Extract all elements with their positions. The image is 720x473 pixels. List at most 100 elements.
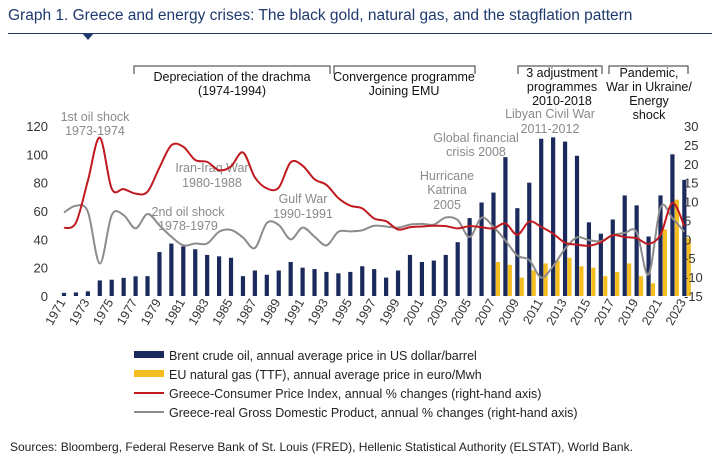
brent-bar	[181, 246, 186, 296]
period-label: 2010-2018	[532, 94, 592, 108]
event-annotation: Global financial	[433, 131, 518, 145]
line-series	[63, 136, 686, 279]
gas-bar	[531, 270, 536, 296]
brent-bar	[205, 254, 210, 296]
event-annotation: Libyan Civil War	[505, 107, 595, 121]
brent-bar	[515, 208, 520, 296]
right-axis-tick-label: 0	[684, 232, 691, 247]
left-axis-tick-label: 60	[34, 204, 48, 219]
event-annotation: 1978-1979	[158, 219, 218, 233]
event-annotation: crisis 2008	[446, 145, 506, 159]
page-title: Graph 1. Greece and energy crises: The b…	[8, 7, 633, 24]
gas-bar	[686, 237, 691, 296]
gas-bar	[507, 264, 512, 296]
x-axis-tick-label: 1993	[305, 296, 331, 327]
gas-bar	[674, 199, 679, 296]
period-bracket	[333, 65, 476, 74]
period-label: Energy	[629, 94, 669, 108]
brent-bar	[443, 254, 448, 296]
right-axis-tick-label: 10	[684, 195, 698, 210]
period-label: Joining EMU	[369, 84, 440, 98]
period-label: War in Ukraine/	[606, 80, 692, 94]
x-axis-tick-label: 2021	[639, 296, 665, 327]
gas-bar	[555, 260, 560, 296]
brent-bar	[634, 205, 639, 296]
period-brackets: Depreciation of the drachma(1974-1994) Co…	[133, 65, 692, 122]
brent-bar	[312, 269, 317, 296]
period-label: programmes	[527, 80, 597, 94]
x-axis-tick-label: 1977	[114, 296, 140, 327]
x-axis-tick-label: 1973	[66, 296, 92, 327]
cpi-line	[63, 136, 686, 247]
gas-bar	[615, 271, 620, 296]
period-label: (1974-1994)	[198, 84, 266, 98]
event-annotation: 1980-1988	[182, 176, 242, 190]
x-axis-tick-label: 1987	[233, 296, 259, 327]
event-annotation: 1973-1974	[65, 124, 125, 138]
gas-bar	[603, 276, 608, 296]
gas-bar	[543, 263, 548, 296]
right-axis-tick-label: 30	[684, 119, 698, 134]
left-axis-tick-label: 80	[34, 176, 48, 191]
brent-bar	[610, 219, 615, 296]
gas-bar	[662, 229, 667, 296]
chart: Depreciation of the drachma(1974-1994) Co…	[26, 65, 703, 420]
gas-bar	[627, 263, 632, 296]
period-bracket	[517, 65, 603, 74]
brent-bar	[157, 252, 162, 296]
brent-bar	[193, 249, 198, 296]
x-axis-tick-label: 1991	[281, 296, 307, 327]
brent-bar	[121, 277, 126, 296]
brent-bar	[384, 277, 389, 296]
brent-bar	[169, 243, 174, 296]
brent-bar	[228, 257, 234, 296]
legend: Brent crude oil, annual average price in…	[134, 349, 578, 420]
period-label: Pandemic,	[619, 66, 678, 80]
x-axis-tick-label: 2015	[567, 296, 593, 327]
event-annotation: Katrina	[427, 183, 467, 197]
brent-bar	[586, 222, 592, 296]
legend-label: EU natural gas (TTF), annual average pri…	[169, 368, 482, 382]
brent-bar	[264, 274, 269, 296]
left-axis-tick-label: 100	[26, 147, 48, 162]
x-axis-tick-label: 1985	[210, 296, 236, 327]
x-axis-tick-label: 2007	[472, 296, 498, 327]
gas-bar	[638, 276, 644, 296]
gas-bar	[519, 277, 524, 296]
brent-bar	[348, 271, 353, 296]
right-axis-tick-label: 15	[684, 176, 698, 191]
source-note: Sources: Bloomberg, Federal Reserve Bank…	[10, 440, 633, 454]
period-label: Depreciation of the drachma	[153, 70, 310, 84]
legend-label: Greece-real Gross Domestic Product, annu…	[169, 406, 578, 420]
x-axis-tick-label: 2013	[544, 296, 570, 327]
event-annotation: 2nd oil shock	[152, 205, 226, 219]
x-axis-tick-label: 1975	[90, 296, 116, 327]
x-axis-tick-label: 1997	[353, 296, 379, 327]
x-axis-tick-label: 1983	[186, 296, 212, 327]
brent-bar	[646, 236, 651, 296]
brent-bar	[324, 271, 329, 296]
brent-bar	[562, 141, 568, 296]
title-divider	[8, 33, 712, 34]
x-axis-tick-label: 1979	[138, 296, 164, 327]
right-axis-tick-label: 25	[684, 138, 698, 153]
axes: 020406080100120-15-10-505101520253019711…	[26, 119, 703, 328]
right-axis-tick-label: 20	[684, 157, 698, 172]
period-label: shock	[633, 108, 666, 122]
brent-bar	[360, 266, 365, 296]
gas-bar	[579, 266, 584, 296]
gas-bar	[495, 262, 500, 296]
left-axis-tick-label: 40	[34, 232, 48, 247]
x-axis-tick-label: 1995	[329, 296, 355, 327]
brent-bar	[216, 256, 222, 296]
brent-bar	[491, 192, 496, 296]
period-label: 3 adjustment	[526, 66, 598, 80]
brent-bar	[479, 202, 484, 296]
legend-label: Brent crude oil, annual average price in…	[169, 349, 477, 363]
event-annotation: Hurricane	[420, 169, 474, 183]
period-bracket	[133, 65, 331, 74]
brent-bar	[372, 269, 377, 296]
x-axis-tick-label: 2019	[615, 296, 641, 327]
right-axis-tick-label: -15	[684, 289, 703, 304]
event-annotation: 1st oil shock	[61, 110, 131, 124]
